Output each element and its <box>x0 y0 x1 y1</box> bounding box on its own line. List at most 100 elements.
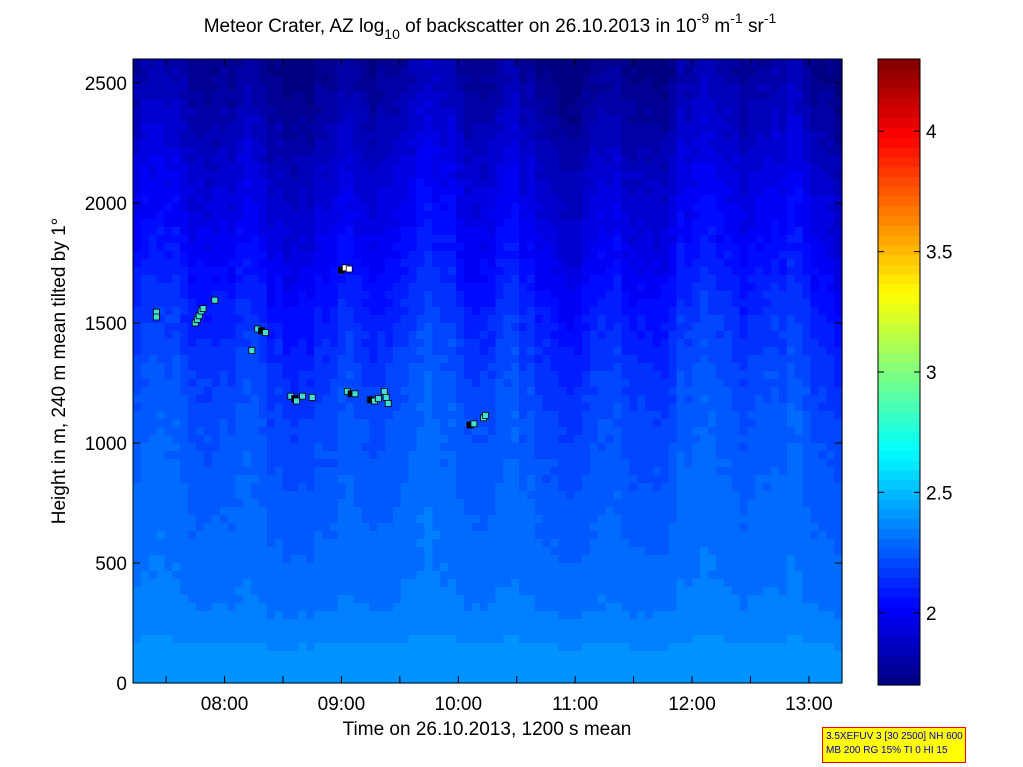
heatmap-cell <box>227 83 237 92</box>
heatmap-cell <box>621 475 630 484</box>
heatmap-cell <box>668 411 678 420</box>
heatmap-cell <box>416 147 426 156</box>
heatmap-cell <box>589 483 599 492</box>
heatmap-cell <box>211 67 221 76</box>
heatmap-cell <box>771 483 780 492</box>
heatmap-cell <box>408 267 418 276</box>
heatmap-cell <box>755 283 764 292</box>
heatmap-cell <box>440 139 449 148</box>
heatmap-cell <box>156 283 166 292</box>
heatmap-cell <box>526 187 536 196</box>
heatmap-cell <box>251 139 260 148</box>
heatmap-cell <box>771 251 780 260</box>
heatmap-cell <box>298 435 307 444</box>
heatmap-cell <box>621 427 630 436</box>
heatmap-cell <box>203 179 213 188</box>
heatmap-cell <box>361 475 370 484</box>
heatmap-cell <box>479 387 489 396</box>
heatmap-cell <box>298 355 307 364</box>
heatmap-cell <box>495 267 504 276</box>
heatmap-cell <box>771 259 780 268</box>
heatmap-cell <box>306 307 315 316</box>
heatmap-cell <box>156 467 166 476</box>
heatmap-cell <box>243 355 252 364</box>
heatmap-cell <box>495 107 504 116</box>
heatmap-cell <box>645 451 654 460</box>
heatmap-cell <box>589 443 599 452</box>
heatmap-cell <box>589 363 599 372</box>
heatmap-cell <box>519 179 528 188</box>
heatmap-cell <box>802 387 812 396</box>
heatmap-cell <box>140 275 150 284</box>
heatmap-cell <box>479 339 489 348</box>
heatmap-cell <box>739 67 749 76</box>
heatmap-cell <box>708 211 717 220</box>
heatmap-cell <box>314 355 323 364</box>
heatmap-cell <box>668 419 678 428</box>
heatmap-cell <box>133 99 142 108</box>
heatmap-cell <box>448 435 457 444</box>
heatmap-cell <box>613 123 623 132</box>
heatmap-cell <box>582 59 591 68</box>
heatmap-cell <box>188 323 197 332</box>
heatmap-cell <box>385 211 394 220</box>
heatmap-cell <box>558 347 567 356</box>
heatmap-cell <box>479 83 489 92</box>
heatmap-cell <box>731 355 741 364</box>
heatmap-cell <box>400 347 410 356</box>
heatmap-cell <box>282 347 292 356</box>
heatmap-cell <box>219 99 229 108</box>
heatmap-cell <box>156 395 166 404</box>
heatmap-cell <box>440 347 449 356</box>
heatmap-cell <box>574 227 583 236</box>
heatmap-cell <box>763 123 772 132</box>
heatmap-cell <box>755 67 764 76</box>
heatmap-cell <box>266 171 276 180</box>
heatmap-cell <box>794 259 804 268</box>
heatmap-cell <box>542 291 552 300</box>
heatmap-cell <box>786 331 796 340</box>
heatmap-cell <box>463 451 473 460</box>
heatmap-cell <box>408 291 418 300</box>
heatmap-cell <box>771 243 780 252</box>
heatmap-cell <box>416 403 426 412</box>
heatmap-cell <box>306 147 315 156</box>
heatmap-cell <box>385 467 394 476</box>
heatmap-cell <box>755 251 764 260</box>
heatmap-cell <box>621 243 630 252</box>
heatmap-cell <box>448 339 457 348</box>
heatmap-cell <box>794 123 804 132</box>
heatmap-cell <box>282 459 292 468</box>
heatmap-cell <box>385 59 394 68</box>
heatmap-cell <box>188 75 197 84</box>
heatmap-cell <box>723 115 733 124</box>
heatmap-cell <box>526 355 536 364</box>
heatmap-cell <box>503 155 512 164</box>
heatmap-cell <box>834 107 843 116</box>
heatmap-cell <box>692 491 701 500</box>
heatmap-cell <box>416 83 426 92</box>
heatmap-cell <box>432 195 441 204</box>
heatmap-cell <box>345 323 355 332</box>
heatmap-cell <box>353 59 363 68</box>
heatmap-cell <box>424 475 433 484</box>
heatmap-cell <box>455 83 465 92</box>
heatmap-cell <box>660 371 670 380</box>
heatmap-cell <box>605 259 615 268</box>
heatmap-cell <box>251 331 260 340</box>
heatmap-cell <box>227 435 237 444</box>
heatmap-cell <box>542 179 552 188</box>
heatmap-cell <box>400 363 410 372</box>
heatmap-cell <box>558 275 567 284</box>
heatmap-cell <box>440 235 449 244</box>
heatmap-cell <box>156 419 166 428</box>
heatmap-cell <box>826 267 835 276</box>
heatmap-cell <box>645 427 654 436</box>
heatmap-cell <box>455 147 465 156</box>
heatmap-cell <box>715 291 725 300</box>
heatmap-cell <box>621 123 630 132</box>
heatmap-cell <box>448 275 457 284</box>
heatmap-cell <box>314 195 323 204</box>
heatmap-cell <box>731 299 741 308</box>
heatmap-cell <box>637 299 646 308</box>
